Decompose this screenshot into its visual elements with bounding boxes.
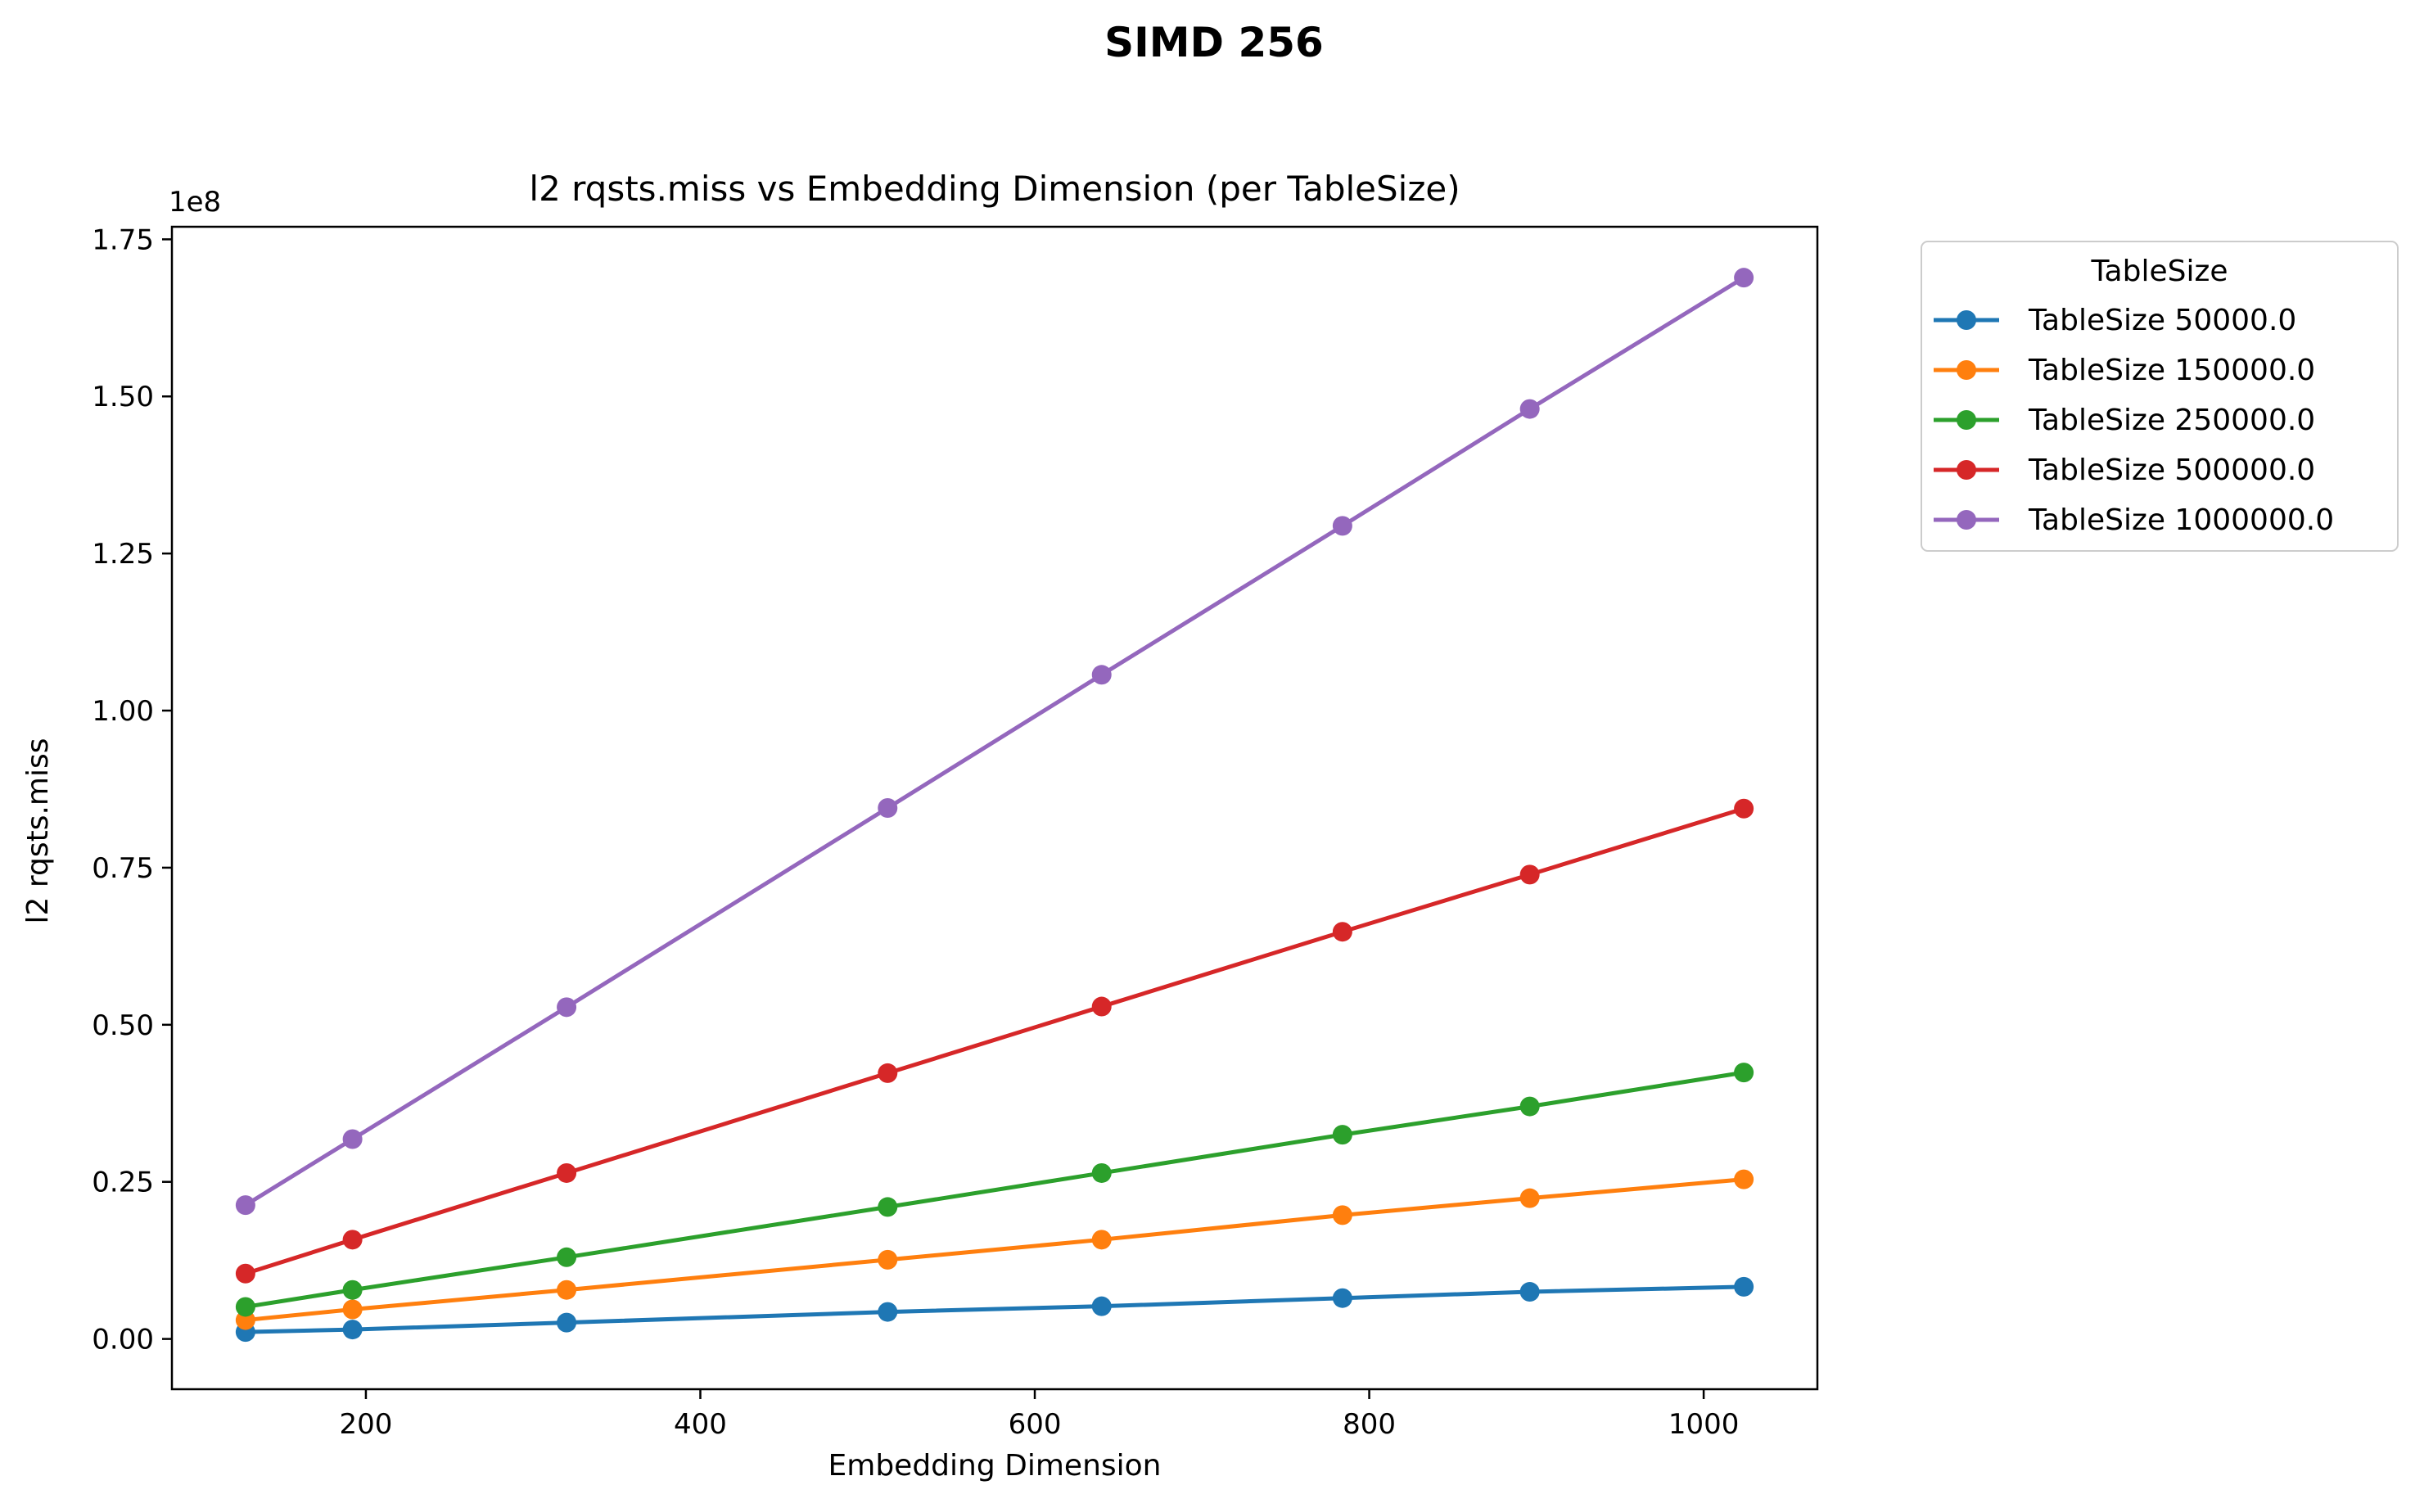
chart-title: l2 rqsts.miss vs Embedding Dimension (pe… xyxy=(529,169,1460,209)
data-point-3-3 xyxy=(878,1063,898,1083)
legend-label: TableSize 250000.0 xyxy=(2028,404,2315,437)
data-point-0-1 xyxy=(342,1320,363,1340)
data-point-4-1 xyxy=(342,1129,363,1149)
data-point-4-5 xyxy=(1332,516,1352,536)
data-point-1-6 xyxy=(1519,1188,1540,1208)
data-point-0-6 xyxy=(1519,1282,1540,1302)
data-point-3-7 xyxy=(1734,798,1754,819)
data-point-3-0 xyxy=(235,1263,255,1284)
data-point-1-1 xyxy=(342,1299,363,1320)
series-line-1 xyxy=(245,1177,1745,1323)
series-line-4 xyxy=(244,276,1745,1207)
y-tick-label: 1.25 xyxy=(92,538,154,571)
data-point-4-7 xyxy=(1734,268,1754,288)
x-tick-label: 200 xyxy=(339,1408,392,1441)
legend-swatch-marker xyxy=(1957,510,1976,530)
legend-swatch-marker xyxy=(1957,410,1976,430)
data-point-2-4 xyxy=(1091,1162,1112,1183)
y-tick-label: 1.75 xyxy=(92,223,154,256)
data-point-4-2 xyxy=(557,997,577,1018)
data-point-2-6 xyxy=(1519,1096,1540,1117)
legend-item: TableSize 50000.0 xyxy=(1934,304,2296,337)
legend-label: TableSize 1000000.0 xyxy=(2028,503,2334,537)
legend-items: TableSize 50000.0 TableSize 150000.0 Table… xyxy=(1934,304,2334,537)
plot-area xyxy=(235,268,1754,1343)
y-tick-label: 0.75 xyxy=(92,852,154,885)
data-point-2-2 xyxy=(557,1247,577,1267)
x-tick-label: 800 xyxy=(1343,1408,1396,1441)
y-tick-label: 0.25 xyxy=(92,1167,154,1199)
data-point-2-0 xyxy=(235,1297,255,1317)
legend-swatch-marker xyxy=(1957,360,1976,380)
legend-item: TableSize 250000.0 xyxy=(1934,404,2315,437)
data-point-0-2 xyxy=(557,1312,577,1333)
legend-item: TableSize 500000.0 xyxy=(1934,454,2315,487)
y-axis-label: l2 rqsts.miss xyxy=(21,738,55,923)
data-point-0-4 xyxy=(1091,1296,1112,1316)
legend-swatch-marker xyxy=(1957,460,1976,480)
data-point-1-3 xyxy=(878,1249,898,1270)
data-point-3-1 xyxy=(342,1230,363,1250)
x-axis-label: Embedding Dimension xyxy=(828,1449,1162,1483)
figure-title: SIMD 256 xyxy=(1104,19,1324,66)
legend-item: TableSize 150000.0 xyxy=(1934,354,2315,387)
x-tick-label: 600 xyxy=(1009,1408,1062,1441)
y-tick-label: 0.00 xyxy=(92,1324,154,1356)
y-tick-label: 0.50 xyxy=(92,1009,154,1042)
data-point-1-7 xyxy=(1734,1169,1754,1189)
data-point-2-7 xyxy=(1734,1063,1754,1083)
y-tick-label: 1.50 xyxy=(92,381,154,413)
data-point-0-5 xyxy=(1332,1288,1352,1308)
series-line-0 xyxy=(245,1284,1745,1334)
x-tick-label: 400 xyxy=(674,1408,727,1441)
series-line-2 xyxy=(245,1070,1745,1309)
legend-frame xyxy=(1921,241,2399,552)
legend-swatch-marker xyxy=(1957,310,1976,330)
data-point-1-4 xyxy=(1091,1230,1112,1250)
legend-label: TableSize 50000.0 xyxy=(2028,304,2296,337)
axes: 200 400 600 800 1000 0.00 0.25 0.50 0.75 1.00 1.25… xyxy=(92,223,1819,1441)
y-offset-label: 1e8 xyxy=(169,186,221,219)
legend-item: TableSize 1000000.0 xyxy=(1934,503,2334,537)
data-point-4-4 xyxy=(1091,665,1112,685)
data-point-2-5 xyxy=(1332,1125,1352,1145)
data-point-3-4 xyxy=(1091,996,1112,1017)
data-point-4-3 xyxy=(878,798,898,818)
legend-title: TableSize xyxy=(2091,255,2228,288)
data-point-3-5 xyxy=(1332,922,1352,942)
y-tick-label: 1.00 xyxy=(92,695,154,728)
data-point-2-1 xyxy=(342,1280,363,1300)
data-point-0-7 xyxy=(1734,1276,1754,1297)
x-tick-label: 1000 xyxy=(1668,1408,1740,1441)
data-point-1-2 xyxy=(557,1280,577,1300)
data-point-2-3 xyxy=(878,1197,898,1217)
series-line-3 xyxy=(245,806,1745,1276)
legend-label: TableSize 500000.0 xyxy=(2028,454,2315,487)
data-point-4-0 xyxy=(235,1195,255,1216)
data-point-3-6 xyxy=(1519,864,1540,885)
data-point-4-6 xyxy=(1519,399,1540,419)
legend: TableSize TableSize 50000.0 TableSize 150… xyxy=(1921,241,2399,552)
legend-label: TableSize 150000.0 xyxy=(2028,354,2315,387)
data-point-0-3 xyxy=(878,1302,898,1322)
axes-frame xyxy=(170,225,1819,1391)
data-point-1-5 xyxy=(1332,1205,1352,1225)
data-point-3-2 xyxy=(557,1162,577,1183)
